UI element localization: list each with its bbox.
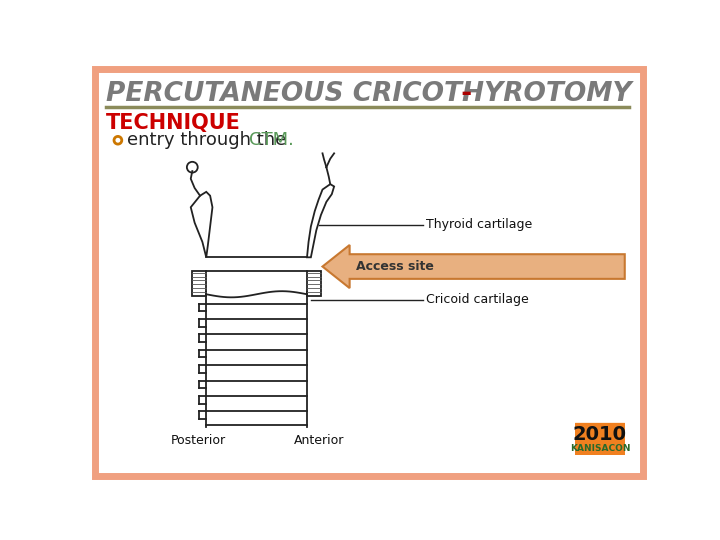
Polygon shape [307, 271, 321, 296]
Polygon shape [307, 184, 334, 257]
Polygon shape [191, 192, 212, 257]
Text: KANISACON: KANISACON [570, 444, 630, 453]
Text: CTM.: CTM. [249, 131, 294, 149]
Text: entry through the: entry through the [127, 131, 292, 149]
Text: Posterior: Posterior [171, 434, 226, 447]
FancyBboxPatch shape [575, 423, 625, 455]
Circle shape [187, 162, 198, 173]
Polygon shape [323, 245, 625, 288]
Text: TECHNIQUE: TECHNIQUE [106, 113, 240, 133]
Polygon shape [192, 271, 206, 296]
Text: Cricoid cartilage: Cricoid cartilage [426, 293, 528, 306]
Text: Thyroid cartilage: Thyroid cartilage [426, 219, 532, 232]
Text: Access site: Access site [356, 260, 433, 273]
Text: Anterior: Anterior [294, 434, 344, 447]
Text: 2010: 2010 [573, 425, 627, 444]
Wedge shape [575, 423, 625, 448]
Text: PERCUTANEOUS CRICOTHYROTOMY: PERCUTANEOUS CRICOTHYROTOMY [106, 81, 631, 107]
Text: -: - [443, 81, 472, 107]
